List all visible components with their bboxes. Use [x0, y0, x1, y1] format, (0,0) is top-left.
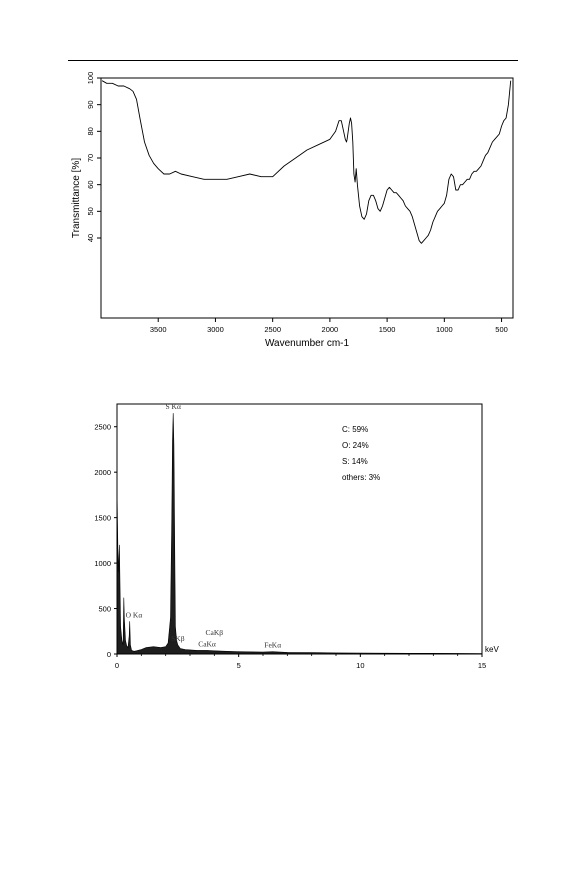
eds-peak-label: FeKα	[264, 640, 281, 649]
ir-x-tick-label: 500	[495, 325, 508, 334]
ir-transmittance-line	[101, 80, 512, 244]
ir-ylabel: Transmittance [%]	[71, 158, 82, 238]
eds-y-tick-label: 500	[98, 605, 111, 614]
ir-plot-frame	[100, 77, 514, 319]
ir-y-tick-label: 100	[86, 72, 95, 84]
ir-x-tick-label: 1000	[436, 325, 453, 334]
eds-composition-line: others: 3%	[342, 473, 380, 482]
top-rule	[68, 60, 518, 61]
ir-y-tick-label: 80	[86, 127, 95, 135]
ir-y-tick-label: 70	[86, 154, 95, 162]
ir-x-tick-label: 3500	[150, 325, 167, 334]
ir-x-tick-label: 1500	[379, 325, 396, 334]
ir-y-tick-label: 60	[86, 180, 95, 188]
eds-xlabel: keV	[485, 645, 499, 654]
eds-x-tick-label: 15	[478, 661, 486, 670]
ir-y-tick-label: 90	[86, 100, 95, 108]
ir-spectrum-chart: 3500 3000 2500 2000 1500 1000 500 40 50 60 70 80 90 1…	[71, 72, 514, 349]
eds-x-tick-label: 0	[115, 661, 119, 670]
ir-xlabel: Wavenumber cm-1	[265, 338, 350, 349]
eds-peak-label: O Kα	[126, 610, 143, 619]
eds-composition-line: S: 14%	[342, 457, 368, 466]
eds-composition-line: C: 59%	[342, 425, 368, 434]
eds-x-tick-label: 5	[237, 661, 241, 670]
eds-y-tick-label: 2500	[94, 423, 111, 432]
ir-x-tick-label: 3000	[207, 325, 224, 334]
eds-peak-label: CaKα	[198, 639, 216, 648]
ir-y-tick-label: 40	[86, 234, 95, 242]
eds-peak-label: S Kα	[166, 402, 181, 411]
eds-peak-label: CaKβ	[206, 628, 224, 637]
ir-x-tick-label: 2500	[264, 325, 281, 334]
eds-y-tick-label: 2000	[94, 468, 111, 477]
eds-peak-label: SKβ	[171, 634, 185, 643]
eds-y-tick-label: 0	[107, 650, 111, 659]
eds-plot-frame	[116, 403, 483, 655]
eds-counts-area	[116, 413, 483, 655]
eds-composition-line: O: 24%	[342, 441, 369, 450]
ir-y-tick-label: 50	[86, 207, 95, 215]
eds-spectrum-chart: 0 5 10 15 0 500 1000 1500 2000 2500 S Kα O Kα SKβ CaK…	[94, 402, 499, 670]
eds-y-tick-label: 1000	[94, 559, 111, 568]
eds-x-tick-label: 10	[356, 661, 364, 670]
eds-y-tick-label: 1500	[94, 514, 111, 523]
ir-x-tick-label: 2000	[322, 325, 339, 334]
